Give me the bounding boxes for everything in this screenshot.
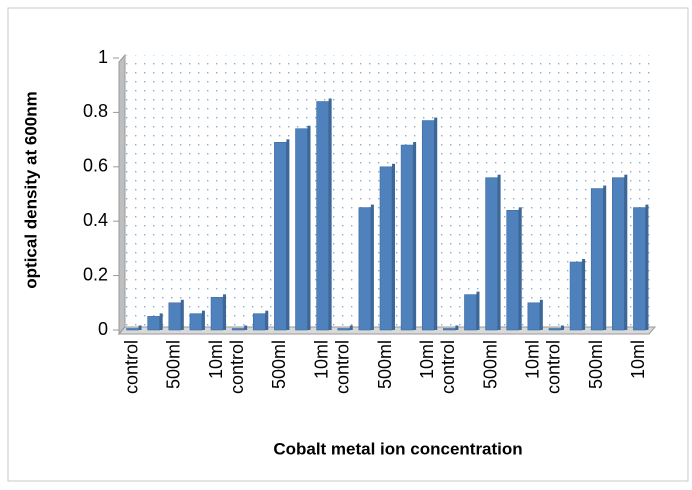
bar	[274, 142, 287, 331]
bar-side	[582, 259, 586, 330]
bar	[421, 120, 435, 331]
bar-side	[560, 325, 564, 330]
bar-side	[434, 117, 438, 330]
bar-side	[244, 325, 248, 330]
x-tick-label: 500ml	[269, 340, 289, 389]
bar	[485, 177, 498, 331]
x-tick-label: control	[544, 340, 564, 394]
y-axis-title: optical density at 600nm	[21, 91, 40, 288]
bar-side	[180, 299, 184, 330]
bar-side	[392, 163, 395, 330]
bar	[379, 166, 393, 331]
bar	[210, 297, 224, 331]
bar-side	[138, 325, 142, 330]
x-tick-label: 500ml	[164, 340, 184, 389]
bar	[506, 210, 520, 331]
bar	[464, 294, 477, 331]
bar	[295, 128, 308, 331]
x-tick-label: 10ml	[417, 340, 437, 379]
x-tick-label: 10ml	[523, 340, 543, 379]
bar	[443, 328, 456, 331]
bar-side	[497, 174, 501, 330]
x-axis-title: Cobalt metal ion concentration	[273, 439, 522, 458]
x-tick-label: 10ml	[311, 340, 331, 379]
bar-side	[518, 207, 522, 330]
bar	[633, 207, 646, 331]
bar-side	[201, 310, 205, 330]
x-tick-label: 500ml	[480, 340, 500, 389]
bar	[590, 188, 604, 331]
bar	[316, 101, 329, 331]
bar-side	[455, 325, 459, 330]
bar-side	[476, 291, 480, 330]
x-tick-label: 10ml	[206, 340, 226, 379]
bar	[147, 316, 160, 331]
bar-side	[539, 299, 543, 330]
bar	[527, 302, 541, 331]
x-tick-label: 10ml	[628, 340, 648, 379]
y-tick-label: 0.8	[83, 101, 108, 121]
bar	[231, 328, 245, 331]
bar	[569, 261, 583, 331]
bar-side	[328, 98, 332, 331]
y-tick-label: 0.2	[83, 264, 108, 284]
y-tick-label: 1	[98, 47, 108, 67]
bar	[358, 207, 372, 331]
x-tick-label: control	[121, 340, 141, 394]
bar-side	[265, 310, 269, 330]
x-tick-label: control	[227, 340, 247, 394]
bar-side	[624, 174, 628, 330]
bar-side	[603, 185, 607, 330]
x-tick-label: 500ml	[375, 340, 395, 389]
bar-side	[349, 325, 353, 330]
x-tick-label: control	[438, 340, 458, 394]
x-tick-label: 500ml	[586, 340, 606, 389]
bar	[400, 144, 414, 331]
bar	[126, 328, 139, 331]
bar	[189, 313, 203, 331]
bar	[168, 302, 182, 331]
bar	[337, 328, 351, 331]
bar-side	[307, 125, 311, 330]
bar-side	[413, 142, 417, 330]
left-wall	[118, 53, 126, 336]
y-tick-label: 0.4	[83, 210, 108, 230]
bar-side	[223, 294, 227, 330]
bar	[252, 313, 266, 331]
bar-side	[645, 204, 649, 330]
bar-side	[370, 204, 374, 330]
x-tick-label: control	[333, 340, 353, 394]
y-tick-label: 0.6	[83, 156, 108, 176]
bar	[548, 328, 562, 331]
bar-side	[159, 313, 163, 330]
y-tick-label: 0	[98, 319, 108, 339]
bar-side	[286, 139, 290, 330]
bar	[612, 177, 625, 331]
